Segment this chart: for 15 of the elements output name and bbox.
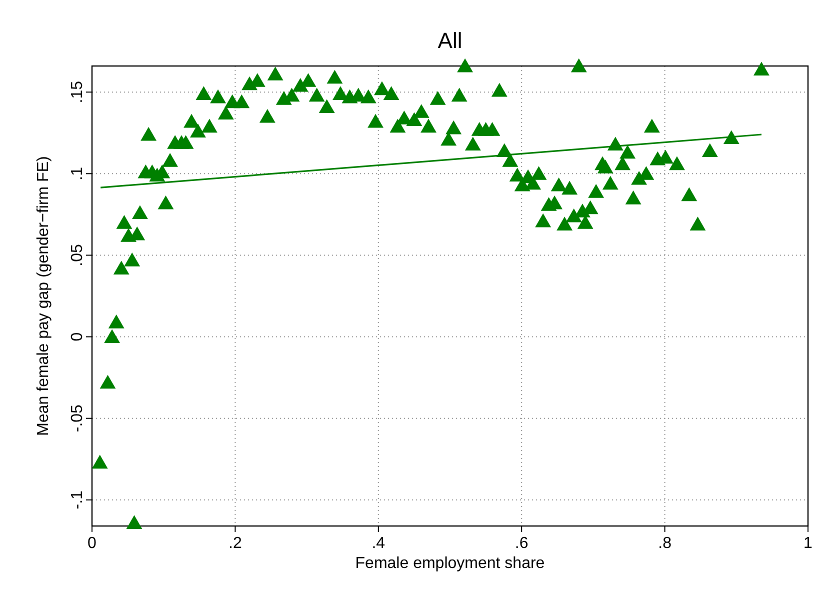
chart-title: All	[438, 28, 462, 53]
x-tick-label: .4	[372, 535, 386, 552]
y-axis-title: Mean female pay gap (gender−firm FE)	[35, 156, 52, 436]
y-tick-label: 0	[69, 332, 86, 342]
x-tick-label: .2	[228, 535, 242, 552]
x-axis-title: Female employment share	[355, 555, 545, 572]
x-tick-label: .6	[514, 535, 528, 552]
x-tick-label: 0	[88, 535, 97, 552]
y-tick-label: .05	[69, 244, 86, 266]
x-tick-label: .8	[658, 535, 672, 552]
y-tick-label: -.05	[69, 404, 86, 432]
x-tick-label: 1	[804, 535, 813, 552]
y-tick-label: .1	[69, 166, 86, 180]
y-tick-label: -.1	[69, 490, 86, 510]
y-tick-label: .15	[69, 80, 86, 104]
